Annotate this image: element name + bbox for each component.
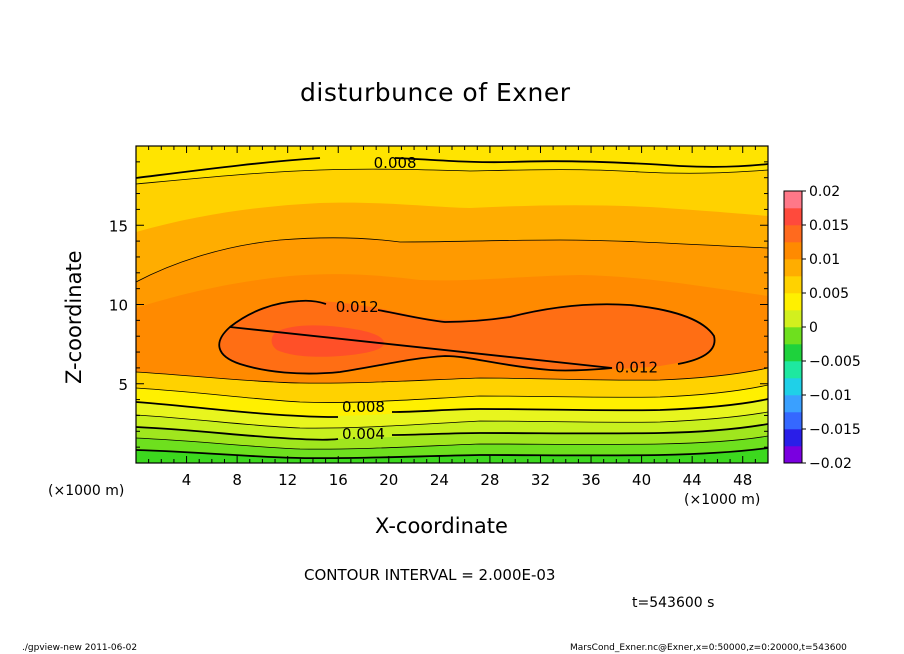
colorbar-tick-label: −0.01: [809, 388, 852, 404]
colorbar-swatch: [784, 208, 802, 226]
y-tick-label: 10: [109, 297, 128, 315]
contour-label: 0.008: [374, 154, 417, 172]
colorbar-swatch: [784, 327, 802, 345]
y-tick-label: 5: [118, 376, 128, 394]
x-tick-label: 36: [581, 471, 600, 489]
y-ticks: 5 10 15: [109, 161, 768, 448]
x-tick-label: 12: [278, 471, 297, 489]
colorbar-tick-label: 0.015: [809, 218, 849, 234]
chart-title: disturbunce of Exner: [300, 78, 571, 107]
contour-label: 0.012: [336, 298, 379, 316]
x-tick-label: 16: [329, 471, 348, 489]
colorbar-swatch: [784, 429, 802, 447]
contour-label: 0.008: [342, 398, 385, 416]
major-contours: [136, 157, 768, 460]
colorbar-swatch: [784, 225, 802, 243]
colorbar-swatch: [784, 361, 802, 379]
colorbar-swatch: [784, 395, 802, 413]
colorbar-tick-label: 0.02: [809, 184, 840, 200]
colorbar-swatch: [784, 446, 802, 464]
colorbar-swatch: [784, 344, 802, 362]
x-tick-label: 24: [430, 471, 449, 489]
contour-label: 0.012: [615, 358, 658, 376]
colorbar: 0.02 0.015 0.01 0.005 0 −0.005 −0.01 −0.015 −0.0…: [783, 184, 861, 472]
footer-right: MarsCond_Exner.nc@Exner,x=0:50000,z=0:20…: [570, 643, 847, 653]
colorbar-tick-label: 0.01: [809, 252, 840, 268]
contour-field: [136, 146, 768, 463]
colorbar-tick-label: −0.005: [809, 354, 861, 370]
footer-left: ./gpview-new 2011-06-02: [22, 643, 138, 653]
colorbar-swatch: [784, 412, 802, 430]
contour-interval-label: CONTOUR INTERVAL = 2.000E-03: [304, 566, 556, 584]
x-axis-label: X-coordinate: [375, 514, 508, 538]
x-ticks: 4 8 12 16 20 24 28 32 36 40 44 48: [148, 146, 769, 489]
band-below-7: [136, 448, 768, 463]
x-tick-label: 28: [480, 471, 499, 489]
colorbar-swatch: [784, 259, 802, 277]
band-red: [271, 325, 384, 357]
x-tick-label: 4: [182, 471, 192, 489]
colorbar-tick-label: 0: [809, 320, 818, 336]
x-tick-label: 40: [632, 471, 651, 489]
x-tick-label: 44: [683, 471, 702, 489]
colorbar-swatch: [784, 242, 802, 260]
minor-contours: [136, 168, 768, 450]
time-label: t=543600 s: [632, 595, 715, 611]
y-tick-label: 15: [109, 217, 128, 235]
x-unit-label-left: (×1000 m): [48, 483, 125, 499]
x-unit-label-right: (×1000 m): [684, 492, 761, 508]
colorbar-swatch: [784, 191, 802, 209]
x-tick-label: 48: [733, 471, 752, 489]
colorbar-swatch: [784, 293, 802, 311]
colorbar-tick-label: 0.005: [809, 286, 849, 302]
colorbar-tick-label: −0.015: [809, 422, 861, 438]
contour-label: 0.004: [342, 425, 385, 443]
x-tick-label: 32: [531, 471, 550, 489]
colorbar-swatch: [784, 378, 802, 396]
colorbar-swatch: [784, 310, 802, 328]
x-tick-label: 8: [232, 471, 242, 489]
colorbar-swatch: [784, 276, 802, 294]
contour-labels: 0.008 0.012 0.012 0.008 0.004: [336, 154, 658, 443]
colorbar-tick-label: −0.02: [809, 456, 852, 472]
x-tick-label: 20: [379, 471, 398, 489]
